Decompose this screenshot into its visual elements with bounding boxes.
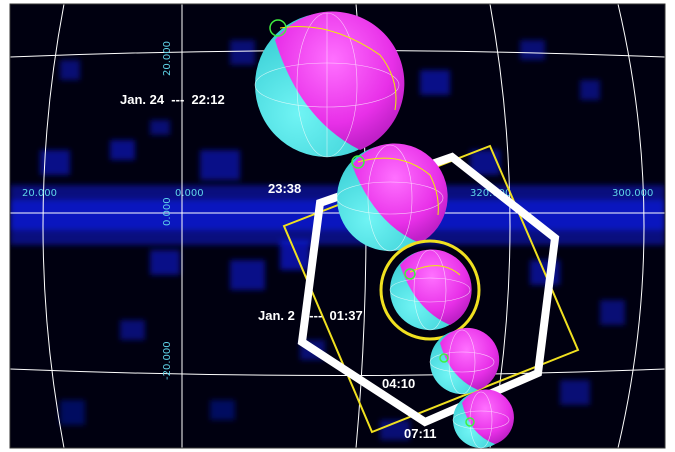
time-labels: Jan. 24 --- 22:12 23:38 Jan. 2 --- 01:37… bbox=[120, 92, 437, 441]
sphere-3 bbox=[379, 239, 481, 341]
sphere-5 bbox=[452, 389, 514, 449]
white-hexagon bbox=[297, 152, 560, 427]
sphere-2 bbox=[336, 143, 448, 252]
lat-label-0: 0.000 bbox=[162, 197, 173, 226]
time-label-4: 04:10 bbox=[382, 376, 415, 391]
lon-label-20: 20.000 bbox=[22, 188, 57, 199]
lon-label-320: 320.000 bbox=[470, 188, 511, 199]
lat-label-m20: -20.000 bbox=[162, 341, 173, 380]
sphere-4 bbox=[429, 327, 500, 395]
sphere-1 bbox=[254, 11, 405, 158]
time-label-1: Jan. 24 --- 22:12 bbox=[120, 92, 225, 107]
time-label-3: Jan. 2 --- 01:37 bbox=[258, 308, 363, 323]
lon-label-300: 300.000 bbox=[612, 188, 653, 199]
time-label-5: 07:11 bbox=[404, 426, 437, 441]
lat-label-20: 20.000 bbox=[162, 41, 173, 76]
time-label-2: 23:38 bbox=[268, 181, 301, 196]
lon-label-0: 0.000 bbox=[175, 188, 204, 199]
